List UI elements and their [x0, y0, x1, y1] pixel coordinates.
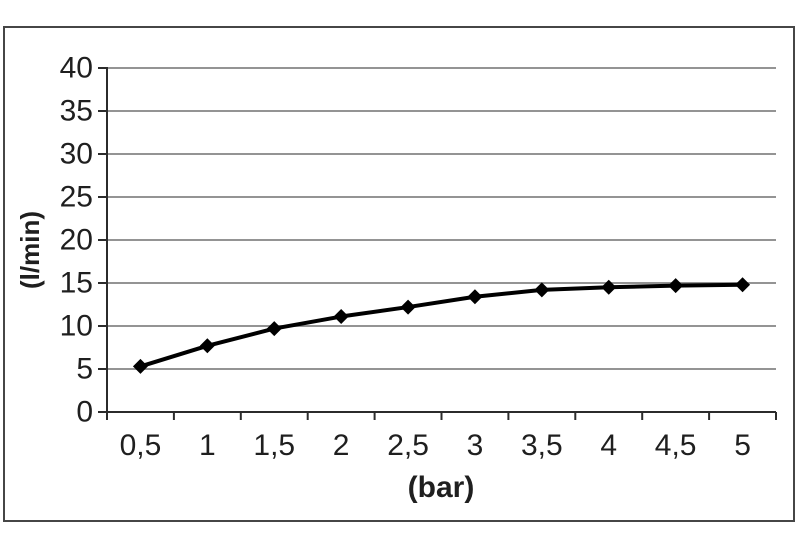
chart-frame-border — [3, 26, 795, 522]
data-point-marker — [400, 299, 416, 315]
data-point-marker — [668, 278, 684, 294]
y-tick-label: 5 — [76, 353, 93, 386]
y-tick-label: 15 — [60, 267, 93, 300]
x-tick-label: 0,5 — [120, 429, 162, 462]
data-point-marker — [467, 289, 483, 305]
data-point-marker — [199, 338, 215, 354]
data-series — [132, 277, 751, 374]
axes — [98, 67, 777, 420]
x-tick-label: 3,5 — [521, 429, 563, 462]
x-tick-label: 2,5 — [387, 429, 429, 462]
y-tick-label: 0 — [76, 396, 93, 429]
series-line — [138, 282, 745, 369]
tick-labels: 0 5 10 15 20 25 30 35 40 0,5 1 1,5 2 2,5 3 3,5 4 4,5 5 — [60, 52, 751, 463]
x-axis-title: (bar) — [408, 471, 475, 504]
gridlines — [107, 67, 776, 370]
x-tick-label: 1,5 — [253, 429, 295, 462]
data-point-marker — [534, 282, 550, 298]
y-tick-label: 40 — [60, 52, 93, 85]
y-tick-label: 35 — [60, 95, 93, 128]
x-tick-label: 2 — [333, 429, 350, 462]
y-tick-label: 30 — [60, 138, 93, 171]
x-tick-label: 4,5 — [655, 429, 697, 462]
x-tick-label: 3 — [467, 429, 484, 462]
x-tick-label: 1 — [199, 429, 216, 462]
y-tick-label: 20 — [60, 224, 93, 257]
y-axis-title: (l/min) — [15, 211, 45, 289]
y-tick-label: 25 — [60, 181, 93, 214]
data-point-marker — [735, 277, 751, 293]
data-point-marker — [601, 279, 617, 295]
y-tick-label: 10 — [60, 310, 93, 343]
x-tick-label: 4 — [600, 429, 617, 462]
x-tick-label: 5 — [734, 429, 751, 462]
data-point-marker — [333, 309, 349, 325]
data-point-marker — [132, 358, 148, 374]
data-point-marker — [266, 321, 282, 337]
